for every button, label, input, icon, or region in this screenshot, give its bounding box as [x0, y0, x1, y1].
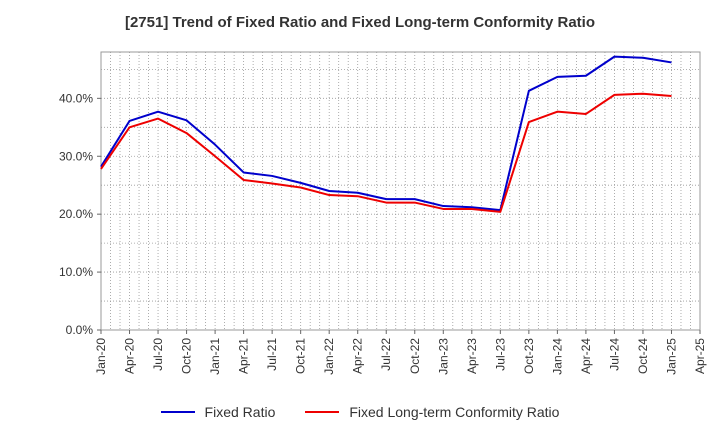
x-tick-label: Jul-24	[607, 338, 621, 371]
chart-title: [2751] Trend of Fixed Ratio and Fixed Lo…	[124, 14, 596, 31]
axes: 0.0% 10.0% 20.0% 30.0% 40.0% Jan-20 Apr-20 Jul-…	[59, 91, 707, 374]
y-tick-label: 10.0%	[59, 265, 93, 279]
x-tick-label: Jan-23	[436, 338, 450, 375]
x-tick-label: Apr-20	[123, 338, 137, 374]
y-tick-label: 20.0%	[59, 207, 93, 221]
x-tick-label: Jan-24	[550, 338, 564, 375]
grid	[100, 51, 701, 331]
x-tick-label: Apr-23	[465, 338, 479, 374]
legend-item-fixed-ratio: Fixed Ratio	[160, 404, 276, 420]
y-tick-label: 40.0%	[59, 91, 93, 105]
plot-frame	[100, 51, 701, 331]
x-tick-label: Jan-25	[664, 338, 678, 375]
legend-swatch-fixed-ratio	[160, 411, 195, 413]
x-tick-label: Jan-21	[208, 338, 222, 375]
legend-label-fixed-ratio: Fixed Ratio	[204, 404, 276, 420]
x-tick-label: Jul-23	[493, 338, 507, 371]
x-tick-label: Oct-20	[180, 338, 194, 374]
x-tick-label: Oct-21	[294, 338, 308, 374]
x-tick-label: Jan-22	[322, 338, 336, 375]
y-tick-label: 0.0%	[66, 323, 94, 337]
x-tick-label: Apr-24	[579, 338, 593, 374]
series-lines	[100, 55, 672, 213]
x-tick-label: Jul-22	[379, 338, 393, 371]
x-tick-label: Oct-23	[522, 338, 536, 374]
x-tick-label: Apr-22	[351, 338, 365, 374]
x-tick-label: Jan-20	[94, 338, 108, 375]
legend: Fixed Ratio Fixed Long-term Conformity R…	[0, 404, 720, 420]
x-tick-label: Jul-20	[151, 338, 165, 371]
x-tick-label: Apr-25	[693, 338, 707, 374]
x-tick-label: Jul-21	[265, 338, 279, 371]
legend-swatch-conformity-ratio	[305, 411, 340, 413]
series-line-fixed-ratio	[100, 55, 672, 212]
x-tick-label: Oct-24	[636, 338, 650, 374]
legend-item-fixed-long-term-conformity-ratio: Fixed Long-term Conformity Ratio	[305, 404, 559, 420]
legend-label-conformity-ratio: Fixed Long-term Conformity Ratio	[349, 404, 560, 420]
series-line-fixed-long-term-conformity-ratio	[100, 92, 672, 213]
y-tick-label: 30.0%	[59, 149, 93, 163]
x-tick-label: Oct-22	[408, 338, 422, 374]
x-tick-label: Apr-21	[237, 338, 251, 374]
